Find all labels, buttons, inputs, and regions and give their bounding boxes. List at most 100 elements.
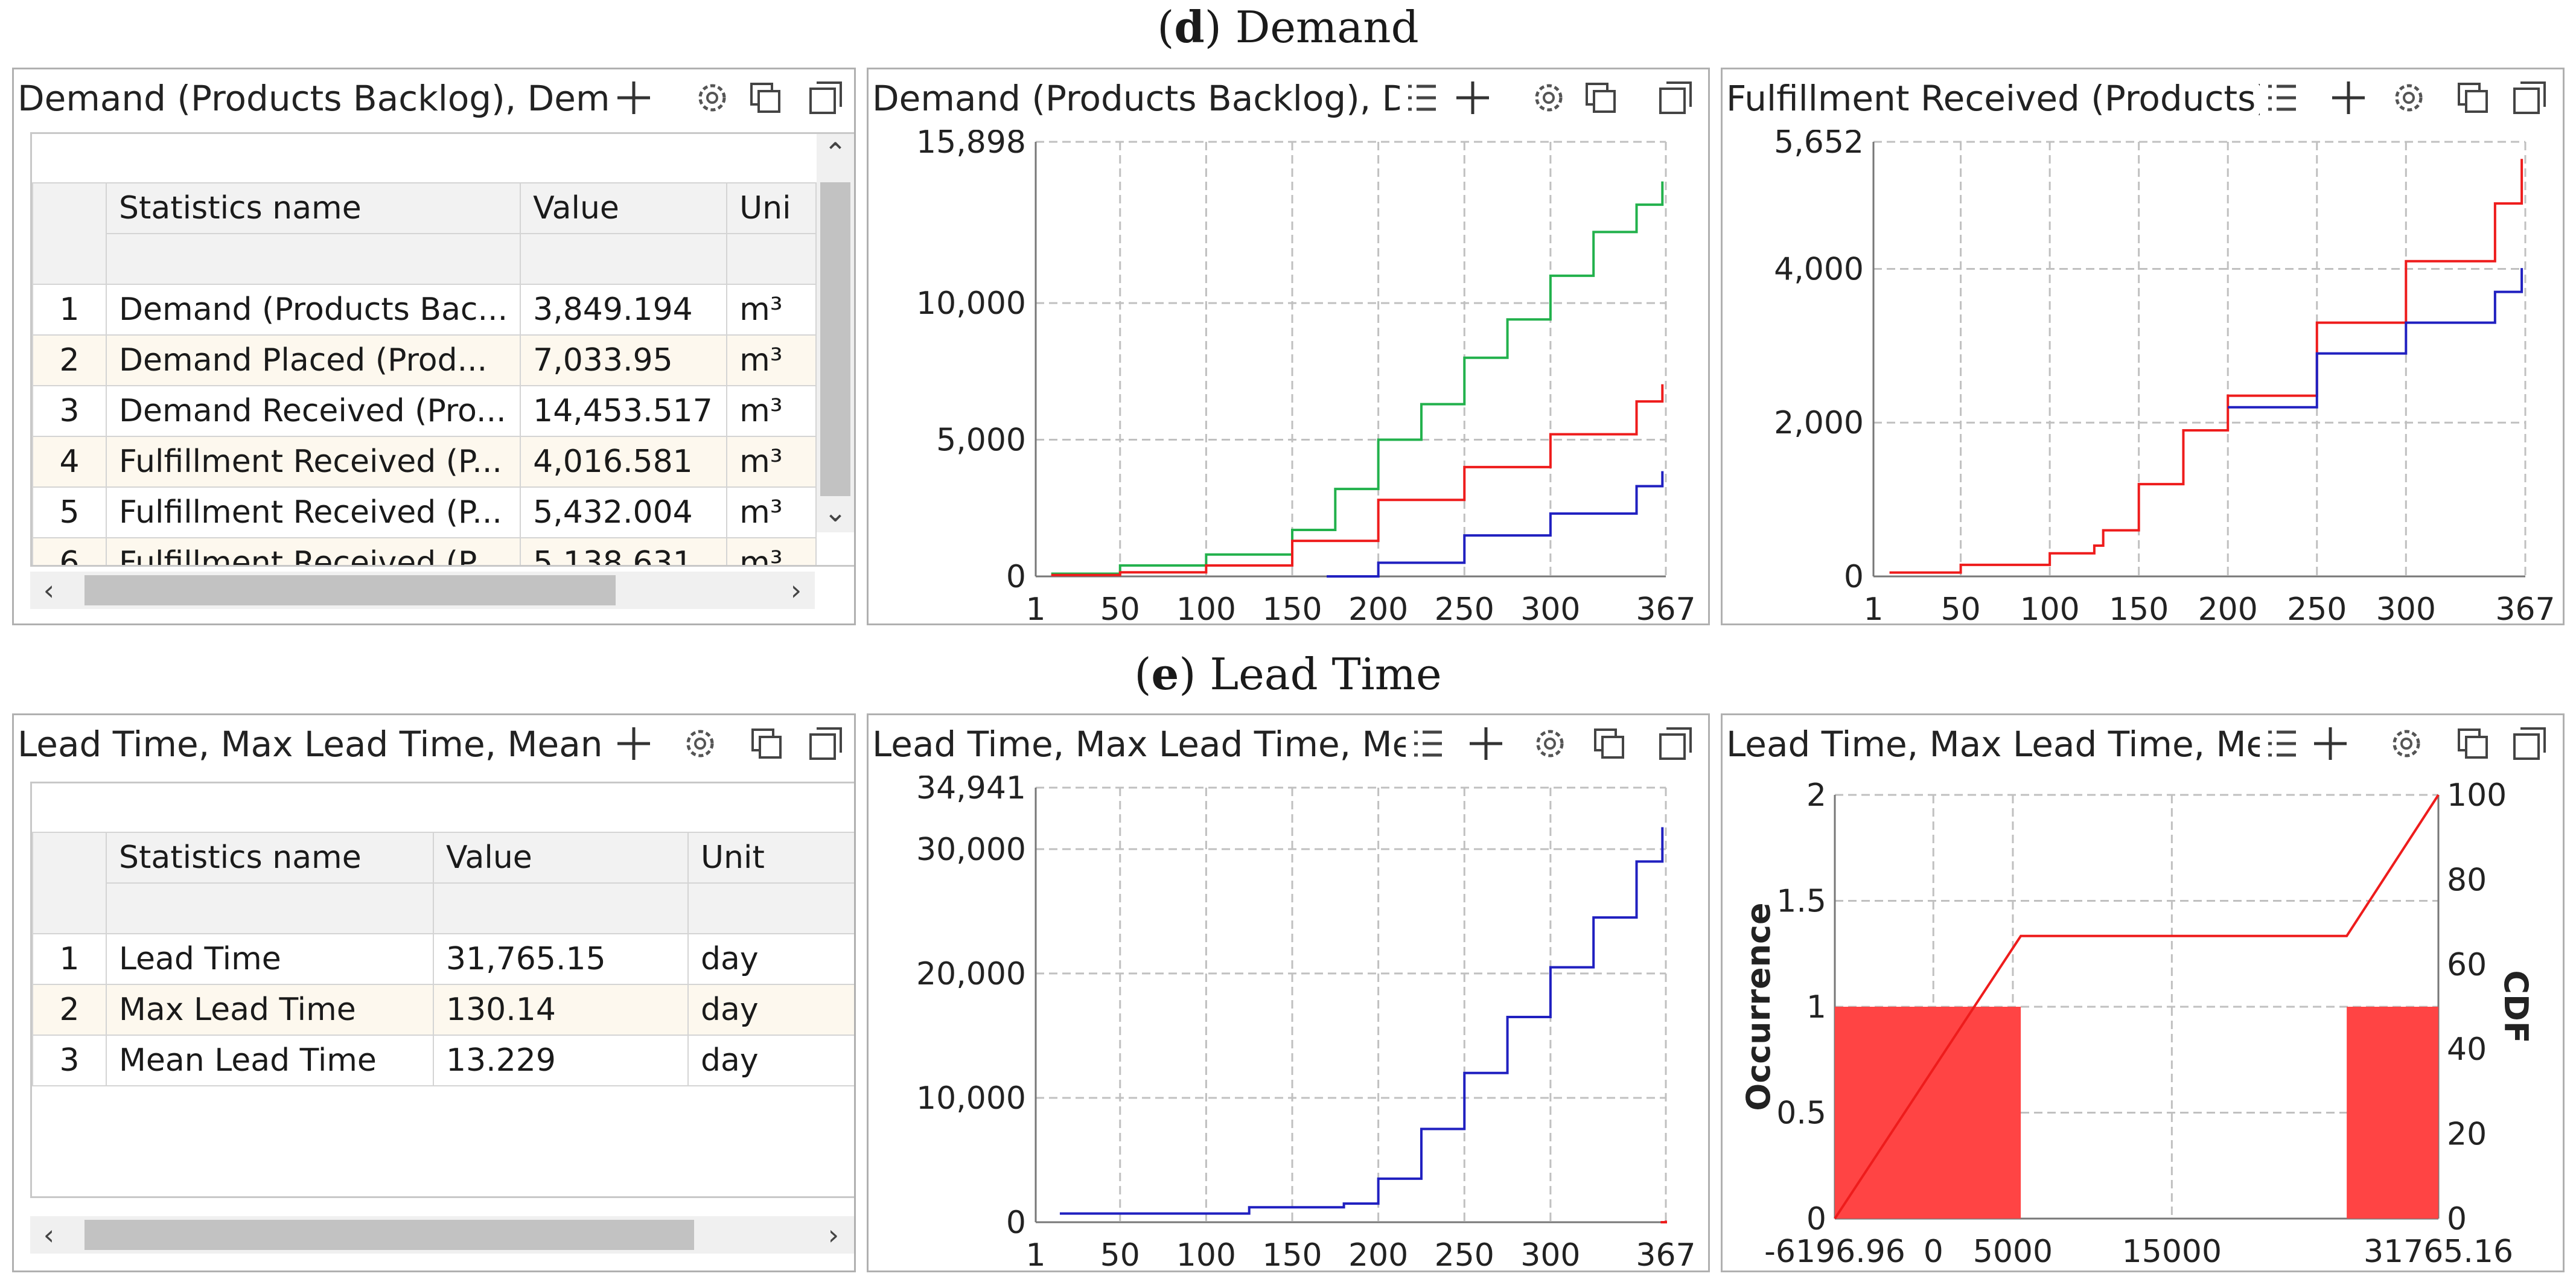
- horizontal-scrollbar[interactable]: ‹ ›: [30, 1216, 854, 1254]
- settings-button[interactable]: [1528, 721, 1572, 766]
- fulfillment-chart-panel: Fulfillment Received (Products) 0 2,000 4,…: [1721, 68, 2565, 625]
- table-row[interactable]: 4 Fulfillment Received (P... 4,016.581 m³: [32, 436, 817, 488]
- column-header-unit[interactable]: Uni: [726, 182, 817, 234]
- copy-icon: [2458, 728, 2488, 759]
- legend-button[interactable]: [2260, 721, 2304, 766]
- y-tick-label: 15,898: [916, 130, 1026, 161]
- column-header-statistics-name[interactable]: Statistics name: [105, 182, 521, 234]
- maximize-button[interactable]: [803, 75, 848, 120]
- x-tick-label: 150: [1262, 1237, 1322, 1270]
- legend-button[interactable]: [1400, 75, 1444, 120]
- plot-area: 02,0004,0005,652150100150200250300367Day…: [1774, 130, 2555, 625]
- statistics-table: Statistics name Value Unit 1 Lead Time 31,…: [30, 782, 854, 1198]
- series-line-blue: [1059, 827, 1664, 1215]
- y-tick-label: 5,652: [1774, 130, 1864, 161]
- settings-button[interactable]: [1526, 75, 1571, 120]
- y-tick-label: 0: [1006, 559, 1026, 595]
- legend-button[interactable]: [1406, 721, 1450, 766]
- maximize-button[interactable]: [1653, 721, 1698, 766]
- filter-cell[interactable]: [726, 233, 817, 285]
- x-tick-label: 1: [1025, 591, 1045, 625]
- y-tick-label: 0.5: [1776, 1095, 1826, 1132]
- demand-chart-panel: Demand (Products Backlog), De 0 5,000 10,0…: [867, 68, 1710, 625]
- section-title-demand: (d) Demand: [1157, 1, 1419, 53]
- scroll-up-arrow-icon[interactable]: ⌃: [823, 136, 847, 169]
- maximize-button[interactable]: [803, 721, 848, 766]
- x-tick-label: 50: [1941, 591, 1981, 625]
- table-row[interactable]: 6 Fulfillment Received (P... 5.138.631 m³: [32, 537, 817, 565]
- copy-button[interactable]: [2450, 721, 2495, 766]
- settings-button[interactable]: [2384, 721, 2429, 766]
- scrollbar-thumb[interactable]: [820, 182, 850, 496]
- scroll-left-arrow-icon[interactable]: ‹: [43, 574, 55, 607]
- x-tick-label: 50: [1100, 591, 1140, 625]
- copy-button[interactable]: [744, 721, 789, 766]
- filter-cell[interactable]: [687, 882, 854, 934]
- series-line-green: [1051, 181, 1664, 575]
- add-icon: [2314, 727, 2347, 760]
- copy-button[interactable]: [1587, 721, 1631, 766]
- add-button[interactable]: [611, 75, 656, 120]
- series-line-blue: [1327, 471, 1664, 578]
- scroll-left-arrow-icon[interactable]: ‹: [43, 1219, 55, 1251]
- table-row[interactable]: 1 Lead Time 31,765.15 day: [32, 933, 854, 985]
- column-header-unit[interactable]: Unit: [687, 832, 854, 884]
- x-tick-label: 15000: [2122, 1234, 2222, 1270]
- filter-cell[interactable]: [433, 882, 689, 934]
- settings-button[interactable]: [678, 721, 722, 766]
- add-button[interactable]: [611, 721, 656, 766]
- add-button[interactable]: [1464, 721, 1508, 766]
- column-header-value[interactable]: Value: [520, 182, 728, 234]
- table-row[interactable]: 2 Demand Placed (Prod... 7,033.95 m³: [32, 334, 817, 386]
- statistics-grid: Statistics name Value Unit 1 Lead Time 31,…: [32, 832, 854, 1086]
- add-icon: [1456, 81, 1489, 114]
- y-tick-label: 5,000: [936, 422, 1026, 459]
- column-header-statistics-name[interactable]: Statistics name: [106, 832, 434, 884]
- y-tick-label: 2: [1806, 777, 1826, 814]
- table-row[interactable]: 1 Demand (Products Bac... 3,849.194 m³: [32, 284, 817, 336]
- filter-cell[interactable]: [520, 233, 728, 285]
- x-tick-label: 100: [1176, 1237, 1236, 1270]
- add-button[interactable]: [2326, 75, 2371, 120]
- scroll-right-arrow-icon[interactable]: ›: [790, 574, 802, 607]
- y2-tick-label: 40: [2447, 1031, 2487, 1068]
- maximize-button[interactable]: [2507, 75, 2552, 120]
- copy-button[interactable]: [2450, 75, 2495, 120]
- panel-title: Demand (Products Backlog), De: [872, 78, 1430, 119]
- x-tick-label: 367: [1636, 591, 1695, 625]
- table-row[interactable]: 3 Mean Lead Time 13.229 day: [32, 1035, 854, 1086]
- table-row[interactable]: 2 Max Lead Time 130.14 day: [32, 984, 854, 1036]
- fulfillment-line-chart: 02,0004,0005,652150100150200250300367Day…: [1774, 130, 2555, 625]
- vertical-scrollbar[interactable]: ⌃ ⌄: [817, 134, 854, 532]
- copy-button[interactable]: [1578, 75, 1623, 120]
- maximize-button[interactable]: [2507, 721, 2552, 766]
- scroll-right-arrow-icon[interactable]: ›: [827, 1219, 840, 1251]
- horizontal-scrollbar[interactable]: ‹ ›: [30, 572, 815, 609]
- maximize-button[interactable]: [1653, 75, 1698, 120]
- add-button[interactable]: [2308, 721, 2353, 766]
- lead-time-histogram-panel: Lead Time, Max Lead Time, Me 0 0.5 1 1.5 2 0 2…: [1721, 713, 2565, 1272]
- x-tick-label: 50: [1100, 1237, 1140, 1270]
- column-header-value[interactable]: Value: [433, 832, 689, 884]
- settings-button[interactable]: [690, 75, 735, 120]
- x-tick-label: 367: [1636, 1237, 1695, 1270]
- scroll-down-arrow-icon[interactable]: ⌄: [823, 496, 847, 528]
- x-tick-label: 5000: [1973, 1234, 2053, 1270]
- y-tick-label: 30,000: [916, 832, 1026, 868]
- y-tick-label: 0: [1844, 559, 1864, 595]
- add-button[interactable]: [1450, 75, 1495, 120]
- settings-button[interactable]: [2386, 75, 2431, 120]
- demand-line-chart: 05,00010,00015,898150100150200250300367D…: [916, 130, 1696, 625]
- legend-button[interactable]: [2260, 75, 2304, 120]
- scrollbar-thumb[interactable]: [84, 1220, 694, 1250]
- copy-button[interactable]: [743, 75, 788, 120]
- filter-cell[interactable]: [106, 882, 434, 934]
- table-row[interactable]: 3 Demand Received (Pro... 14,453.517 m³: [32, 385, 817, 437]
- filter-cell[interactable]: [105, 233, 521, 285]
- y2-tick-label: 0: [2447, 1201, 2467, 1237]
- scrollbar-thumb[interactable]: [84, 575, 616, 605]
- table-row[interactable]: 5 Fulfillment Received (P... 5,432.004 m³: [32, 486, 817, 538]
